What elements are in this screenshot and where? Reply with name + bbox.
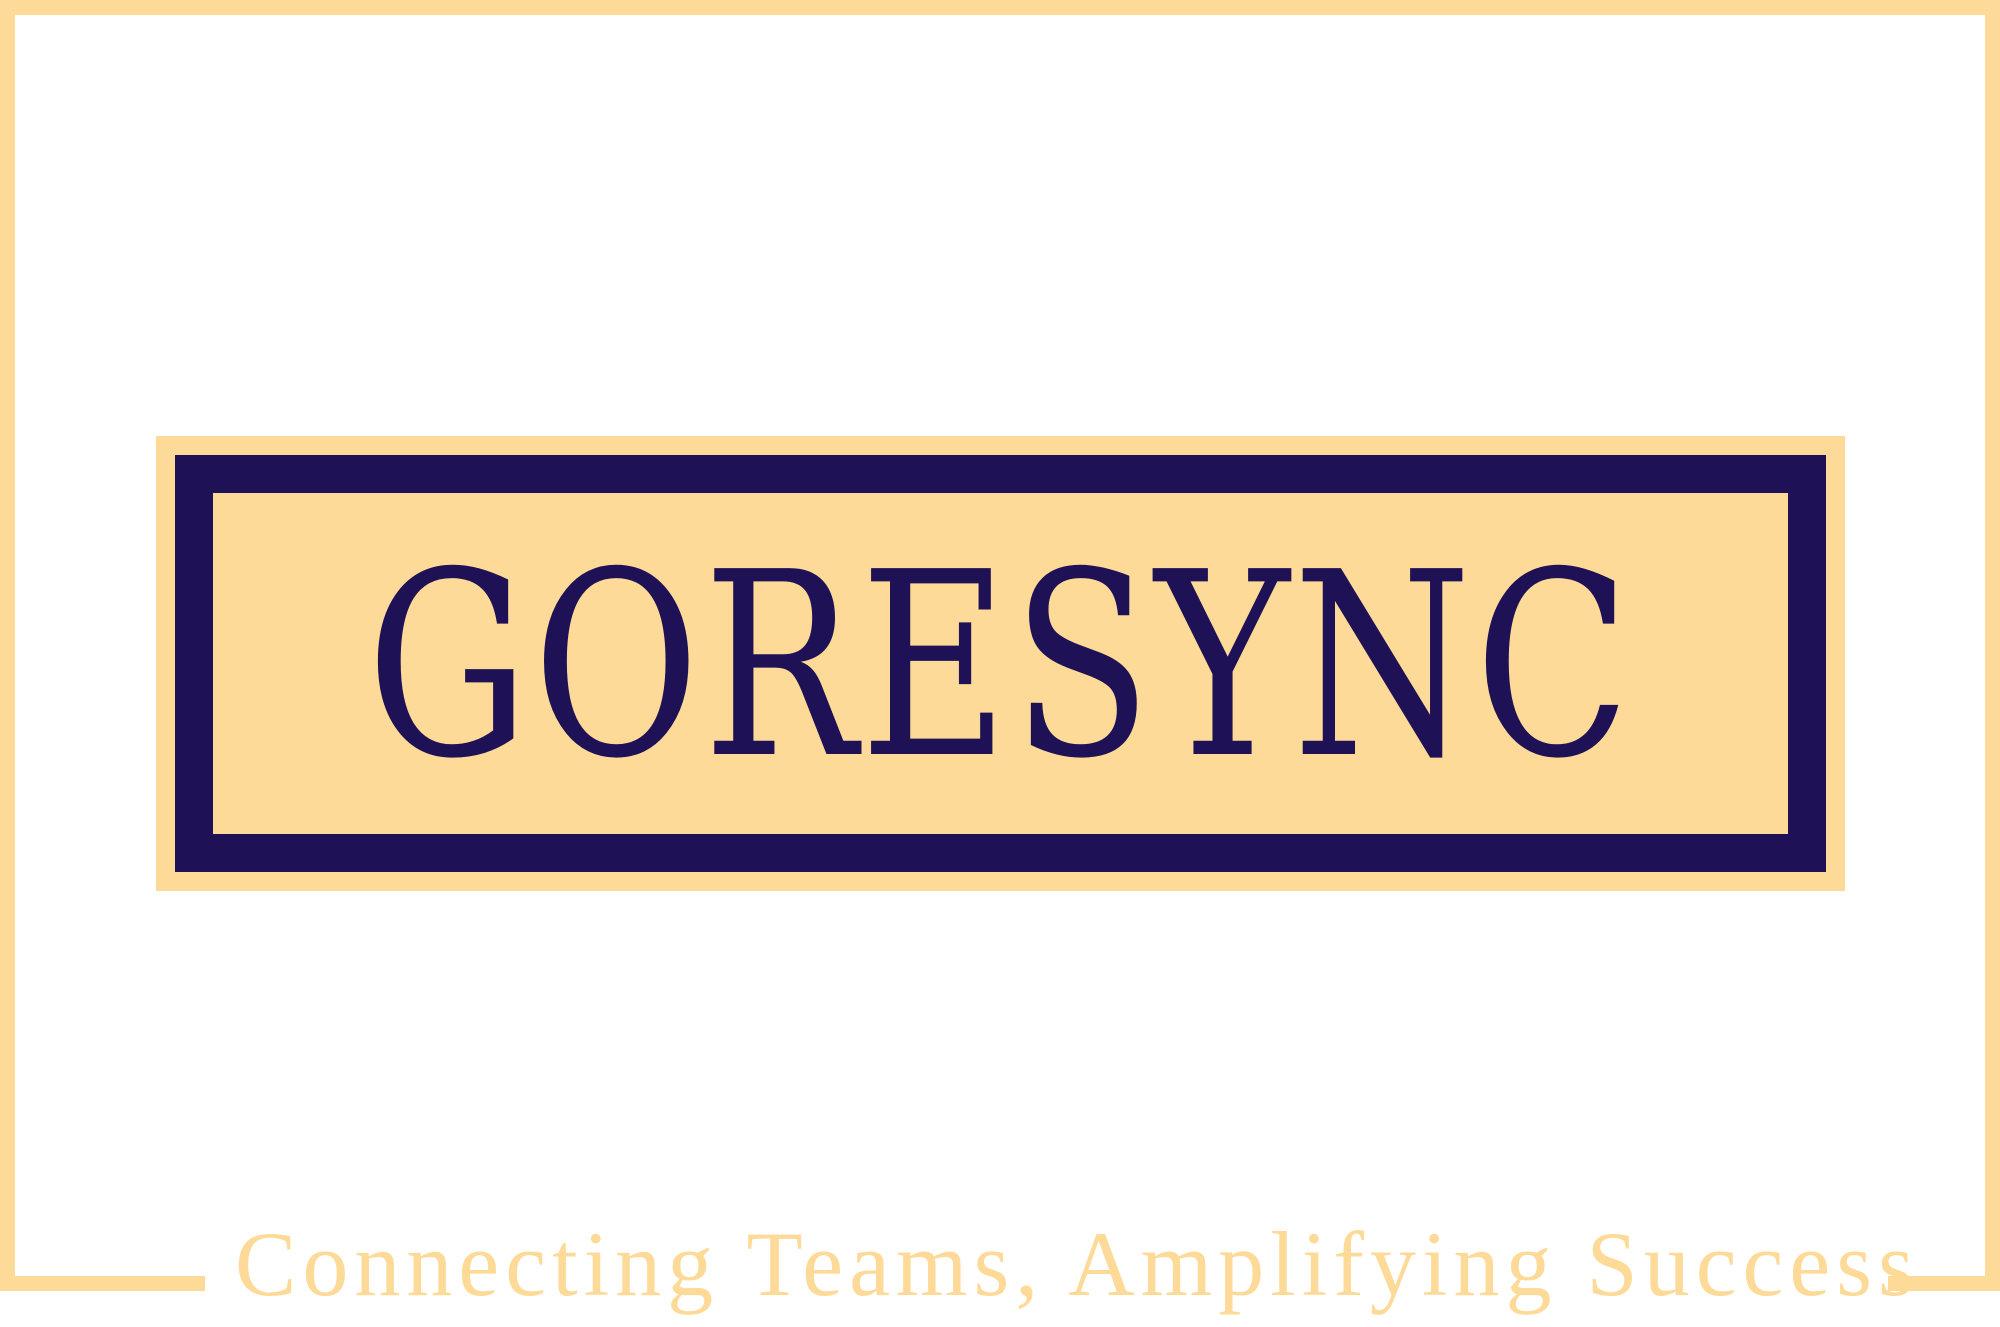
frame-border-left [0,0,15,1291]
frame-border-bottom-left [0,1276,205,1291]
frame-border-bottom-right [1888,1276,2000,1291]
logo-badge-navy-band: GORESYNC [175,455,1826,872]
tagline: Connecting Teams, Amplifying Success [235,1213,1920,1315]
frame-border-right [1985,0,2000,1291]
logo-badge-panel: GORESYNC [213,493,1788,834]
logo-badge: GORESYNC [156,436,1845,891]
frame-border-top [0,0,2000,15]
brand-name: GORESYNC [366,518,1635,815]
